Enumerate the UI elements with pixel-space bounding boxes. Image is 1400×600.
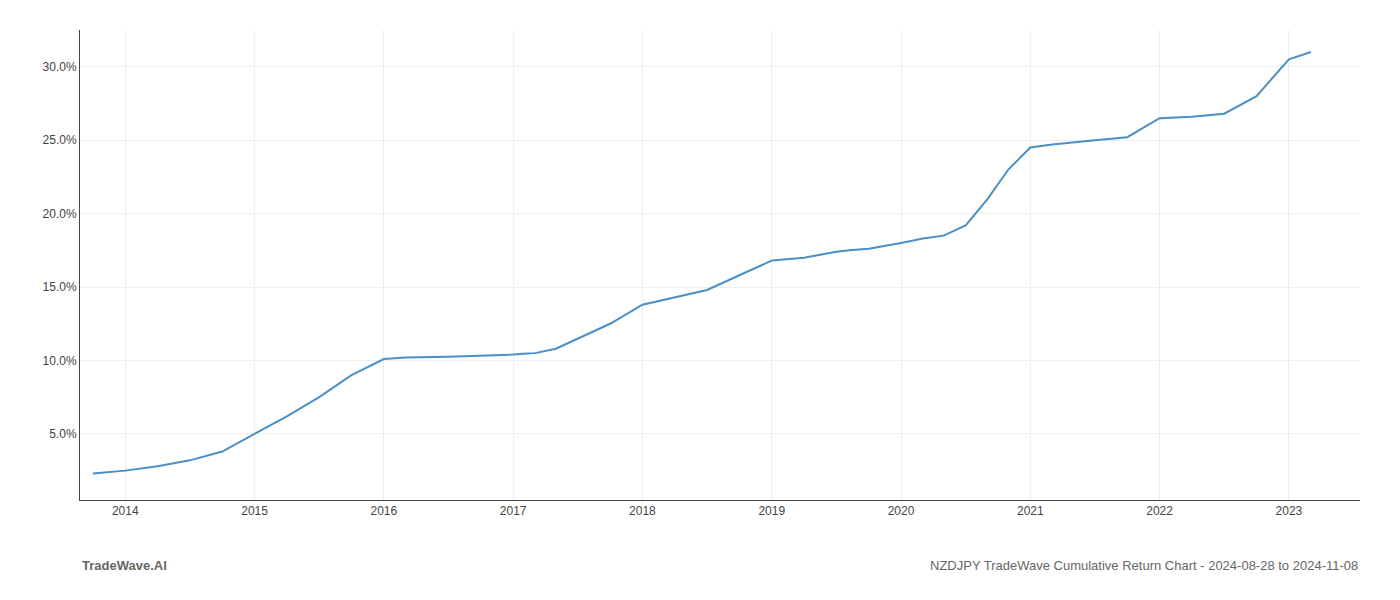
svg-text:2020: 2020 <box>888 504 915 518</box>
svg-text:2016: 2016 <box>370 504 397 518</box>
svg-text:25.0%: 25.0% <box>43 133 77 147</box>
svg-text:2019: 2019 <box>758 504 785 518</box>
svg-text:2017: 2017 <box>500 504 527 518</box>
svg-text:2022: 2022 <box>1146 504 1173 518</box>
svg-text:10.0%: 10.0% <box>43 354 77 368</box>
svg-text:2023: 2023 <box>1276 504 1303 518</box>
svg-text:2021: 2021 <box>1017 504 1044 518</box>
svg-text:2018: 2018 <box>629 504 656 518</box>
svg-text:2014: 2014 <box>112 504 139 518</box>
svg-text:5.0%: 5.0% <box>49 427 77 441</box>
svg-text:NZDJPY TradeWave Cumulative Re: NZDJPY TradeWave Cumulative Return Chart… <box>930 558 1358 573</box>
svg-text:15.0%: 15.0% <box>43 280 77 294</box>
svg-text:30.0%: 30.0% <box>43 60 77 74</box>
svg-text:TradeWave.AI: TradeWave.AI <box>82 558 167 573</box>
svg-text:2015: 2015 <box>241 504 268 518</box>
svg-text:20.0%: 20.0% <box>43 207 77 221</box>
